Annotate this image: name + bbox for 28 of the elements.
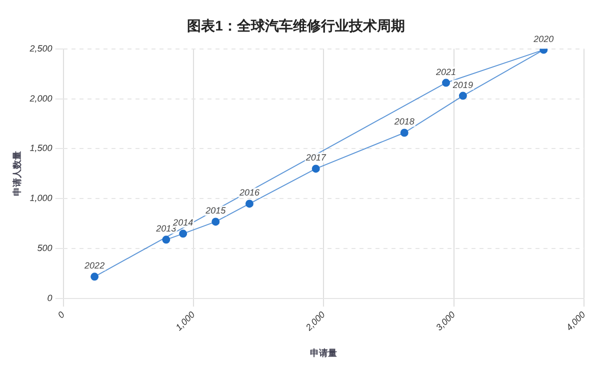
- point: [245, 200, 254, 208]
- point: [162, 236, 170, 244]
- y-tick-label: 500: [37, 243, 52, 254]
- point: [90, 272, 99, 281]
- annotation: 2015: [204, 206, 227, 216]
- y-axis-title: 申请人数量: [12, 151, 22, 196]
- annotation: 2021: [435, 66, 456, 77]
- y-tick-label: 1,000: [30, 193, 52, 204]
- y-tick-label: 1,500: [30, 143, 52, 154]
- annotation: 2017: [304, 152, 327, 163]
- x-tick-label: 0: [56, 310, 67, 320]
- annotation: 2018: [393, 116, 414, 127]
- y-tick-label: 2,000: [28, 93, 52, 104]
- point: [400, 128, 408, 137]
- annotation: 2014: [172, 218, 194, 228]
- point: [212, 218, 220, 226]
- point: [442, 78, 450, 87]
- annotation: 2022: [84, 260, 105, 271]
- annotation: 2020: [532, 34, 554, 44]
- annotation: 2019: [452, 80, 473, 90]
- point: [179, 230, 188, 238]
- point: [458, 92, 467, 100]
- x-axis-title: 申请量: [310, 348, 338, 358]
- y-tick-label: 2,500: [28, 43, 52, 54]
- y-tick-label: 0: [47, 293, 52, 304]
- chart-title: 图表1：全球汽车维修行业技术周期: [187, 17, 405, 34]
- annotation: 2016: [238, 188, 260, 198]
- point: [312, 164, 320, 173]
